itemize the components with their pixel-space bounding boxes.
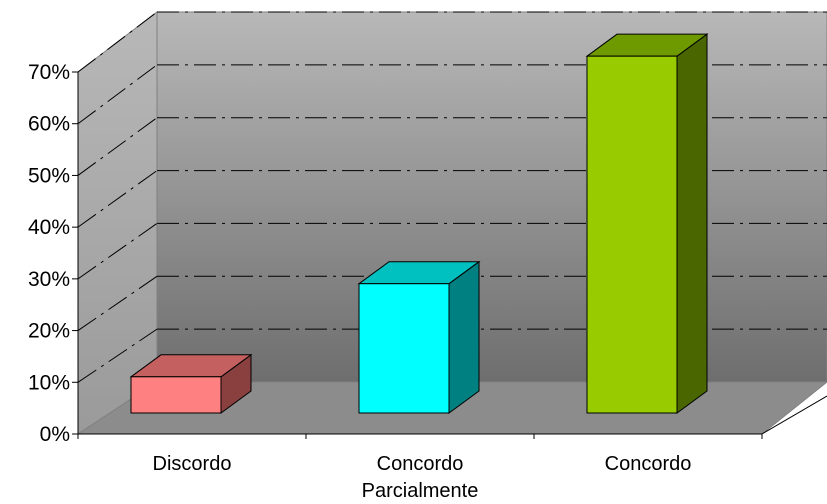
y-tick-label: 50% xyxy=(28,164,70,187)
bar-front-face xyxy=(586,55,678,414)
back-wall xyxy=(156,11,827,383)
bar-front-face xyxy=(358,283,450,414)
x-tick-label-line: Concordo xyxy=(377,453,464,475)
bar-front-face xyxy=(130,376,222,414)
gridline-side xyxy=(77,117,158,176)
y-tick-label: 0% xyxy=(40,423,70,446)
y-tick-label: 60% xyxy=(28,113,70,136)
bar xyxy=(357,260,481,414)
bar-side-face xyxy=(676,33,708,414)
bar-side-face xyxy=(448,260,480,414)
x-tick-label-line: Parcialmente xyxy=(362,480,479,502)
x-tick-label: Discordo xyxy=(153,453,232,475)
y-tick-label: 20% xyxy=(28,320,70,343)
x-tick-label-line: Discordo xyxy=(153,453,232,475)
y-tick-label: 70% xyxy=(28,61,70,84)
x-tick-label: Concordo Parcialmente xyxy=(362,453,479,502)
gridline-side xyxy=(77,170,158,228)
y-tick-label: 30% xyxy=(28,268,70,291)
y-tick-label: 10% xyxy=(28,371,70,394)
gridline-side xyxy=(77,64,158,125)
gridline-side xyxy=(77,11,158,73)
bar xyxy=(585,33,709,414)
floor-right-edge xyxy=(761,395,827,435)
y-tick-label: 40% xyxy=(28,216,70,239)
gridline-side xyxy=(77,223,158,280)
gridline-side xyxy=(77,275,158,331)
bar xyxy=(129,353,253,414)
x-tick-label: Concordo xyxy=(605,453,692,475)
x-tick-label-line: Concordo xyxy=(605,453,692,475)
gridline-side xyxy=(77,328,158,383)
